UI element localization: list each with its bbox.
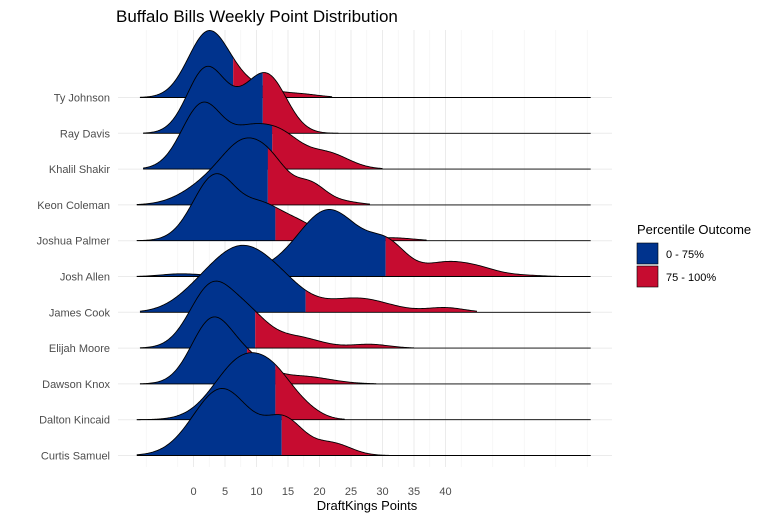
y-label-dawson-knox: Dawson Knox [42, 379, 110, 391]
x-axis-label: DraftKings Points [317, 498, 418, 513]
ridge-curtis-samuel [136, 388, 591, 456]
ridge-fill-0-75 [136, 173, 276, 241]
legend-label: 0 - 75% [666, 249, 704, 261]
y-label-dalton-kincaid: Dalton Kincaid [39, 415, 110, 427]
x-tick-label: 35 [408, 486, 420, 498]
x-tick-label: 30 [376, 486, 388, 498]
legend-title: Percentile Outcome [637, 222, 751, 237]
y-label-curtis-samuel: Curtis Samuel [41, 451, 110, 463]
legend-swatch [636, 242, 659, 265]
legend-label: 75 - 100% [666, 272, 716, 284]
ridge-outline [136, 137, 370, 205]
ridge-outline [139, 244, 478, 312]
ridge-fill-75-100 [385, 236, 559, 277]
ridge-outline [136, 352, 345, 421]
y-label-khalil-shakir: Khalil Shakir [49, 164, 110, 176]
y-label-keon-coleman: Keon Coleman [37, 200, 110, 212]
y-label-josh-allen: Josh Allen [60, 272, 110, 284]
y-axis-labels: Ty Johnson Ray Davis Khalil Shakir Keon Col… [37, 93, 111, 463]
x-axis-ticks: 0 5 10 15 20 25 30 35 40 [190, 486, 451, 498]
ridge-outline [139, 280, 415, 349]
ridge-fill-0-75 [143, 66, 263, 134]
ridge-fill-75-100 [281, 414, 389, 456]
y-label-joshua-palmer: Joshua Palmer [37, 236, 111, 248]
chart-title: Buffalo Bills Weekly Point Distribution [116, 7, 398, 26]
legend-swatch [636, 265, 659, 288]
ridge-outline [139, 30, 333, 98]
ridges [136, 30, 591, 456]
ridge-fill-0-75 [139, 316, 248, 384]
ridge-fill-75-100 [272, 125, 383, 170]
ridge-fill-75-100 [275, 364, 345, 420]
y-label-elijah-moore: Elijah Moore [49, 343, 110, 355]
ridge-fill-0-75 [136, 209, 386, 277]
x-tick-label: 15 [282, 486, 294, 498]
ridge-fill-0-75 [136, 388, 282, 456]
ridge-fill-75-100 [305, 290, 477, 313]
y-label-ty-johnson: Ty Johnson [54, 93, 110, 105]
legend-items: 0 - 75% 75 - 100% [636, 242, 716, 288]
x-tick-label: 5 [222, 486, 228, 498]
y-label-james-cook: James Cook [49, 307, 111, 319]
x-tick-label: 10 [250, 486, 262, 498]
ridge-fill-0-75 [139, 245, 306, 313]
ridge-dawson-knox [139, 316, 591, 385]
x-tick-label: 0 [190, 486, 196, 498]
x-tick-label: 20 [313, 486, 325, 498]
ridge-outline [143, 101, 383, 169]
ridge-outline [143, 65, 339, 134]
ridge-fill-75-100 [267, 147, 370, 205]
y-label-ray-davis: Ray Davis [60, 128, 111, 140]
x-tick-label: 25 [345, 486, 357, 498]
x-tick-label: 40 [439, 486, 451, 498]
ridge-fill-75-100 [255, 310, 414, 349]
ridge-fill-75-100 [262, 72, 339, 134]
ridge-outline [136, 388, 389, 456]
legend: Percentile Outcome 0 - 75% 75 - 100% [636, 222, 751, 288]
